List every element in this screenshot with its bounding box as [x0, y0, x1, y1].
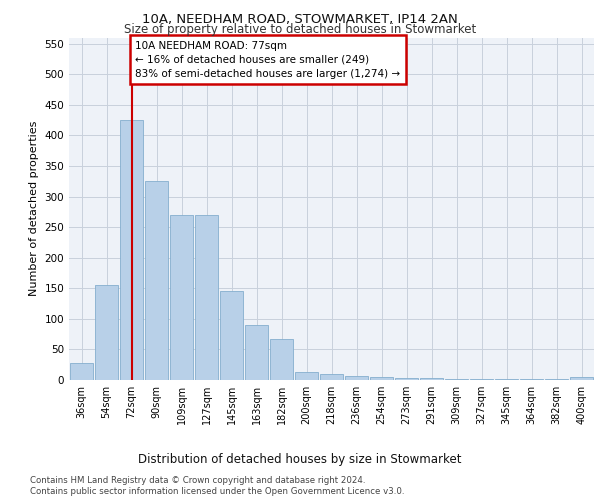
Bar [170, 215, 193, 380]
Bar [70, 363, 93, 380]
Bar [320, 374, 343, 380]
Bar [445, 379, 468, 380]
Text: 10A, NEEDHAM ROAD, STOWMARKET, IP14 2AN: 10A, NEEDHAM ROAD, STOWMARKET, IP14 2AN [142, 12, 458, 26]
Bar [195, 215, 218, 380]
Text: Distribution of detached houses by size in Stowmarket: Distribution of detached houses by size … [138, 452, 462, 466]
Bar [470, 379, 493, 380]
Text: Contains public sector information licensed under the Open Government Licence v3: Contains public sector information licen… [30, 487, 404, 496]
Bar [95, 285, 118, 380]
Bar [270, 339, 293, 380]
Text: Size of property relative to detached houses in Stowmarket: Size of property relative to detached ho… [124, 22, 476, 36]
Bar [145, 181, 168, 380]
Bar [220, 292, 243, 380]
Bar [345, 376, 368, 380]
Bar [370, 377, 393, 380]
Bar [420, 378, 443, 380]
Bar [245, 325, 268, 380]
Bar [295, 372, 318, 380]
Bar [570, 377, 593, 380]
Text: 10A NEEDHAM ROAD: 77sqm
← 16% of detached houses are smaller (249)
83% of semi-d: 10A NEEDHAM ROAD: 77sqm ← 16% of detache… [135, 40, 400, 78]
Text: Contains HM Land Registry data © Crown copyright and database right 2024.: Contains HM Land Registry data © Crown c… [30, 476, 365, 485]
Y-axis label: Number of detached properties: Number of detached properties [29, 121, 39, 296]
Bar [120, 120, 143, 380]
Bar [395, 378, 418, 380]
